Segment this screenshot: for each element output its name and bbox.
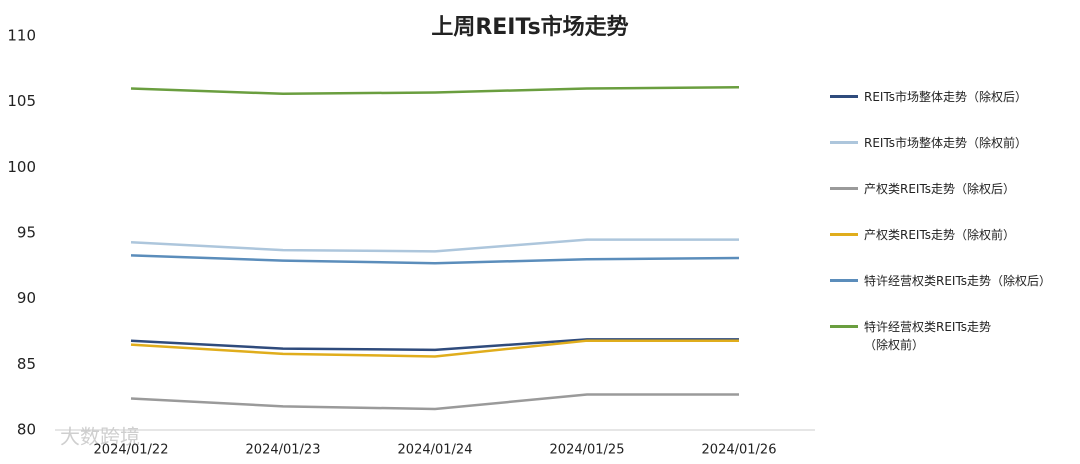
- chart-title: 上周REITs市场走势: [431, 14, 628, 40]
- series-line: [130, 254, 740, 265]
- legend-label: 特许经营权类REITs走势（除权前）: [864, 320, 992, 352]
- y-tick-label: 80: [17, 421, 36, 439]
- series-line: [130, 339, 739, 358]
- x-tick-label: 2024/01/23: [246, 443, 321, 458]
- legend-swatch: [830, 95, 858, 98]
- series-line: [130, 238, 739, 253]
- legend-swatch: [830, 141, 858, 144]
- y-tick-label: 95: [17, 224, 36, 242]
- legend-label: REITs市场整体走势（除权后）: [864, 90, 1028, 104]
- legend-label: 特许经营权类REITs走势（除权后）: [864, 274, 1052, 288]
- legend: REITs市场整体走势（除权后） REITs市场整体走势（除权前） 产权类REITs…: [830, 88, 1070, 364]
- y-tick-label: 105: [7, 92, 36, 110]
- legend-item: 特许经营权类REITs走势（除权前）: [830, 318, 1070, 364]
- legend-label: 产权类REITs走势（除权后）: [864, 182, 1016, 196]
- series-line: [130, 393, 739, 411]
- legend-swatch: [830, 279, 858, 282]
- legend-label: 产权类REITs走势（除权前）: [864, 228, 1016, 242]
- x-tick-label: 2024/01/26: [702, 443, 777, 458]
- legend-item: REITs市场整体走势（除权前）: [830, 134, 1070, 180]
- x-tick-label: 2024/01/22: [94, 443, 169, 458]
- x-tick-label: 2024/01/24: [398, 443, 473, 458]
- legend-swatch: [830, 325, 858, 328]
- y-tick-label: 110: [7, 27, 36, 45]
- watermark: 大数跨境: [60, 425, 140, 449]
- legend-label: REITs市场整体走势（除权前）: [864, 136, 1028, 150]
- y-tick-label: 100: [7, 158, 36, 176]
- series-line: [130, 338, 739, 352]
- x-tick-label: 2024/01/25: [550, 443, 625, 458]
- legend-swatch: [830, 187, 858, 190]
- legend-item: 产权类REITs走势（除权后）: [830, 180, 1070, 226]
- y-tick-label: 85: [17, 355, 36, 373]
- legend-item: REITs市场整体走势（除权后）: [830, 88, 1070, 134]
- y-tick-label: 90: [17, 289, 36, 307]
- legend-swatch: [830, 233, 858, 236]
- legend-item: 特许经营权类REITs走势（除权后）: [830, 272, 1070, 318]
- series-line: [130, 85, 740, 96]
- legend-item: 产权类REITs走势（除权前）: [830, 226, 1070, 272]
